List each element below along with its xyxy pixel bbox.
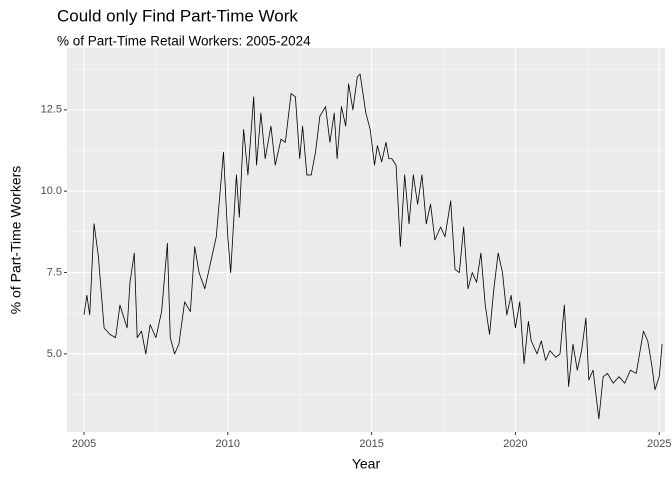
- chart-title: Could only Find Part-Time Work: [57, 6, 298, 25]
- x-tick-label: 2015: [359, 438, 383, 450]
- x-tick-label: 2005: [72, 438, 96, 450]
- x-tick-label: 2020: [503, 438, 527, 450]
- x-tick-label: 2025: [647, 438, 671, 450]
- data-line: [83, 73, 663, 420]
- chart-subtitle: % of Part-Time Retail Workers: 2005-2024: [57, 34, 311, 49]
- plot-panel: [67, 48, 665, 432]
- y-tick-label: 5.0: [47, 348, 62, 360]
- y-axis-title: % of Part-Time Workers: [8, 166, 24, 315]
- x-axis-title: Year: [352, 456, 381, 472]
- x-tick-label: 2010: [216, 438, 240, 450]
- y-tick-label: 10.0: [41, 185, 62, 197]
- y-tick-label: 7.5: [47, 266, 62, 278]
- y-tick-label: 12.5: [41, 104, 62, 116]
